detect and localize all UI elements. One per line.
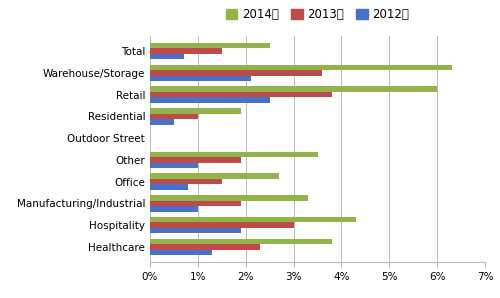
Bar: [150, 114, 198, 119]
Bar: [150, 239, 332, 244]
Bar: [150, 70, 322, 75]
Bar: [150, 92, 332, 97]
Legend: 2014年, 2013年, 2012年: 2014年, 2013年, 2012年: [221, 3, 414, 26]
Bar: [150, 179, 222, 184]
Bar: [150, 157, 241, 163]
Bar: [150, 152, 318, 157]
Bar: [150, 54, 184, 59]
Bar: [150, 48, 222, 54]
Bar: [150, 250, 212, 255]
Bar: [150, 184, 188, 190]
Bar: [150, 163, 198, 168]
Bar: [150, 195, 308, 201]
Bar: [150, 206, 198, 212]
Bar: [150, 201, 241, 206]
Bar: [150, 228, 241, 233]
Bar: [150, 108, 241, 114]
Bar: [150, 86, 437, 92]
Bar: [150, 75, 250, 81]
Bar: [150, 173, 279, 179]
Bar: [150, 97, 270, 103]
Bar: [150, 119, 174, 125]
Bar: [150, 217, 356, 223]
Bar: [150, 223, 294, 228]
Bar: [150, 244, 260, 250]
Bar: [150, 43, 270, 48]
Bar: [150, 65, 452, 70]
